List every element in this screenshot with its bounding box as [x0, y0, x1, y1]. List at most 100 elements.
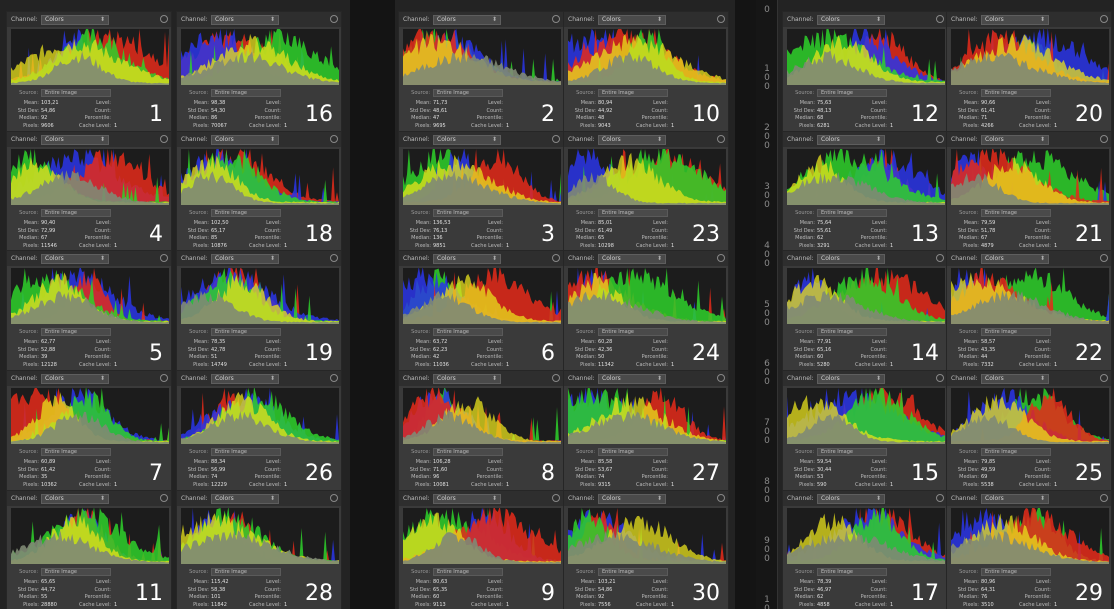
- refresh-icon[interactable]: [717, 254, 725, 262]
- refresh-icon[interactable]: [936, 15, 944, 23]
- channel-select[interactable]: Colors ⬍: [981, 14, 1049, 25]
- source-select[interactable]: Entire Image: [598, 88, 668, 97]
- channel-select[interactable]: Colors ⬍: [211, 14, 279, 25]
- source-select[interactable]: Entire Image: [598, 447, 668, 456]
- source-select[interactable]: Entire Image: [433, 88, 503, 97]
- source-select[interactable]: Entire Image: [211, 327, 281, 336]
- refresh-icon[interactable]: [936, 254, 944, 262]
- source-select[interactable]: Entire Image: [817, 327, 887, 336]
- source-select[interactable]: Entire Image: [817, 567, 887, 576]
- channel-select[interactable]: Colors ⬍: [433, 253, 501, 264]
- vertical-ruler[interactable]: 0 1 0 0 2 0 0 3 0 0 4 0 0 5 0 0 6 0 0 7 0 0 8 0 …: [756, 0, 778, 609]
- channel-select[interactable]: Colors ⬍: [981, 373, 1049, 384]
- channel-select[interactable]: Colors ⬍: [598, 14, 666, 25]
- channel-select[interactable]: Colors ⬍: [981, 134, 1049, 145]
- channel-select[interactable]: Colors ⬍: [211, 373, 279, 384]
- refresh-icon[interactable]: [552, 135, 560, 143]
- source-select[interactable]: Entire Image: [41, 447, 111, 456]
- std-dev-label: Std Dev:: [409, 346, 431, 353]
- source-select[interactable]: Entire Image: [981, 327, 1051, 336]
- source-select[interactable]: Entire Image: [981, 88, 1051, 97]
- channel-select[interactable]: Colors ⬍: [41, 373, 109, 384]
- channel-select[interactable]: Colors ⬍: [598, 373, 666, 384]
- refresh-icon[interactable]: [717, 374, 725, 382]
- source-select[interactable]: Entire Image: [433, 447, 503, 456]
- source-select[interactable]: Entire Image: [981, 208, 1051, 217]
- source-select[interactable]: Entire Image: [981, 447, 1051, 456]
- std-dev-value: 61,49: [598, 227, 613, 234]
- channel-select[interactable]: Colors ⬍: [981, 493, 1049, 504]
- refresh-icon[interactable]: [717, 15, 725, 23]
- gray-overlap-histogram: [403, 532, 561, 564]
- refresh-icon[interactable]: [160, 15, 168, 23]
- refresh-icon[interactable]: [717, 494, 725, 502]
- channel-select[interactable]: Colors ⬍: [211, 253, 279, 264]
- source-select[interactable]: Entire Image: [598, 327, 668, 336]
- source-select[interactable]: Entire Image: [817, 88, 887, 97]
- channel-select[interactable]: Colors ⬍: [41, 14, 109, 25]
- refresh-icon[interactable]: [1100, 135, 1108, 143]
- channel-select[interactable]: Colors ⬍: [211, 493, 279, 504]
- refresh-icon[interactable]: [330, 15, 338, 23]
- ruler-tick-label: 6 0 0: [764, 359, 770, 387]
- channel-select[interactable]: Colors ⬍: [211, 134, 279, 145]
- source-select[interactable]: Entire Image: [817, 208, 887, 217]
- refresh-icon[interactable]: [160, 494, 168, 502]
- refresh-icon[interactable]: [1100, 374, 1108, 382]
- channel-select[interactable]: Colors ⬍: [817, 14, 885, 25]
- source-select[interactable]: Entire Image: [41, 327, 111, 336]
- refresh-icon[interactable]: [160, 135, 168, 143]
- source-select[interactable]: Entire Image: [41, 567, 111, 576]
- channel-select[interactable]: Colors ⬍: [598, 493, 666, 504]
- source-select[interactable]: Entire Image: [211, 567, 281, 576]
- refresh-icon[interactable]: [1100, 254, 1108, 262]
- gray-overlap-histogram: [181, 51, 339, 85]
- source-select[interactable]: Entire Image: [981, 567, 1051, 576]
- channel-select[interactable]: Colors ⬍: [817, 134, 885, 145]
- pixels-value: 9043: [598, 122, 611, 129]
- source-select[interactable]: Entire Image: [211, 88, 281, 97]
- source-select[interactable]: Entire Image: [433, 567, 503, 576]
- channel-select[interactable]: Colors ⬍: [598, 134, 666, 145]
- channel-select[interactable]: Colors ⬍: [41, 134, 109, 145]
- refresh-icon[interactable]: [330, 254, 338, 262]
- refresh-icon[interactable]: [552, 254, 560, 262]
- source-select[interactable]: Entire Image: [817, 447, 887, 456]
- panel-number: 17: [911, 581, 939, 606]
- channel-select[interactable]: Colors ⬍: [598, 253, 666, 264]
- source-select[interactable]: Entire Image: [211, 447, 281, 456]
- channel-select[interactable]: Colors ⬍: [981, 253, 1049, 264]
- channel-select[interactable]: Colors ⬍: [433, 134, 501, 145]
- refresh-icon[interactable]: [717, 135, 725, 143]
- source-select[interactable]: Entire Image: [41, 88, 111, 97]
- refresh-icon[interactable]: [552, 374, 560, 382]
- refresh-icon[interactable]: [330, 135, 338, 143]
- channel-select[interactable]: Colors ⬍: [817, 493, 885, 504]
- channel-select[interactable]: Colors ⬍: [41, 493, 109, 504]
- refresh-icon[interactable]: [936, 135, 944, 143]
- panel-number: 16: [305, 102, 333, 127]
- refresh-icon[interactable]: [330, 374, 338, 382]
- source-select[interactable]: Entire Image: [598, 208, 668, 217]
- channel-select[interactable]: Colors ⬍: [433, 373, 501, 384]
- refresh-icon[interactable]: [936, 374, 944, 382]
- refresh-icon[interactable]: [936, 494, 944, 502]
- channel-select[interactable]: Colors ⬍: [433, 493, 501, 504]
- source-select[interactable]: Entire Image: [433, 327, 503, 336]
- channel-select[interactable]: Colors ⬍: [817, 373, 885, 384]
- source-select[interactable]: Entire Image: [433, 208, 503, 217]
- refresh-icon[interactable]: [552, 494, 560, 502]
- source-select[interactable]: Entire Image: [211, 208, 281, 217]
- refresh-icon[interactable]: [330, 494, 338, 502]
- refresh-icon[interactable]: [1100, 494, 1108, 502]
- channel-select[interactable]: Colors ⬍: [433, 14, 501, 25]
- channel-select[interactable]: Colors ⬍: [817, 253, 885, 264]
- gray-overlap-histogram: [787, 529, 945, 564]
- refresh-icon[interactable]: [552, 15, 560, 23]
- refresh-icon[interactable]: [160, 254, 168, 262]
- refresh-icon[interactable]: [1100, 15, 1108, 23]
- refresh-icon[interactable]: [160, 374, 168, 382]
- source-select[interactable]: Entire Image: [41, 208, 111, 217]
- source-select[interactable]: Entire Image: [598, 567, 668, 576]
- channel-select[interactable]: Colors ⬍: [41, 253, 109, 264]
